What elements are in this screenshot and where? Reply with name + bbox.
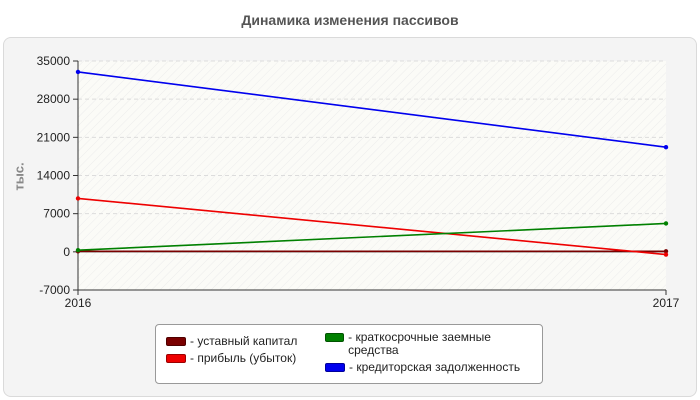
legend-item-profit: - прибыль (убыток) — [166, 352, 296, 365]
data-point-2-0 — [75, 247, 81, 253]
legend-swatch-short-term-loans — [325, 333, 345, 342]
legend-label-payables: - кредиторская задолженность — [349, 360, 521, 374]
y-axis-label-container: тыс. — [9, 157, 29, 197]
data-point-1-0 — [75, 196, 81, 201]
data-point-0-1 — [663, 249, 669, 254]
series-line-3 — [77, 71, 667, 148]
chart-legend: - уставный капитал - прибыль (убыток) - … — [155, 324, 543, 384]
series-line-1 — [77, 197, 667, 256]
legend-item-short-term-loans: - краткосрочные заемные средства — [325, 331, 535, 357]
legend-label-short-term-loans: - краткосрочные заемные средства — [348, 330, 491, 357]
y-tick-label: 21000 — [37, 130, 71, 144]
data-point-2-1 — [663, 221, 669, 226]
legend-item-payables: - кредиторская задолженность — [325, 361, 520, 374]
y-tick-label: 0 — [63, 245, 70, 259]
data-point-3-1 — [663, 144, 669, 150]
legend-item-capital: - уставный капитал — [166, 335, 297, 348]
series-line-2 — [77, 222, 667, 251]
y-tick-label: -7000 — [39, 283, 70, 297]
x-tick-label: 2016 — [65, 296, 92, 310]
legend-swatch-payables — [325, 363, 345, 372]
data-point-3-0 — [75, 69, 81, 75]
y-axis-label: тыс. — [11, 162, 27, 191]
legend-swatch-profit — [166, 354, 186, 363]
chart-title: Динамика изменения пассивов — [241, 12, 459, 28]
y-tick-label: 14000 — [37, 169, 71, 183]
y-tick-label: 28000 — [37, 92, 71, 106]
legend-swatch-capital — [166, 337, 186, 346]
data-point-1-1 — [663, 252, 669, 257]
y-tick-label: 7000 — [43, 207, 70, 221]
x-tick-label: 2017 — [653, 296, 680, 310]
legend-label-profit: - прибыль (убыток) — [190, 351, 297, 365]
y-tick-label: 35000 — [37, 54, 71, 68]
legend-label-capital: - уставный капитал — [190, 334, 298, 348]
